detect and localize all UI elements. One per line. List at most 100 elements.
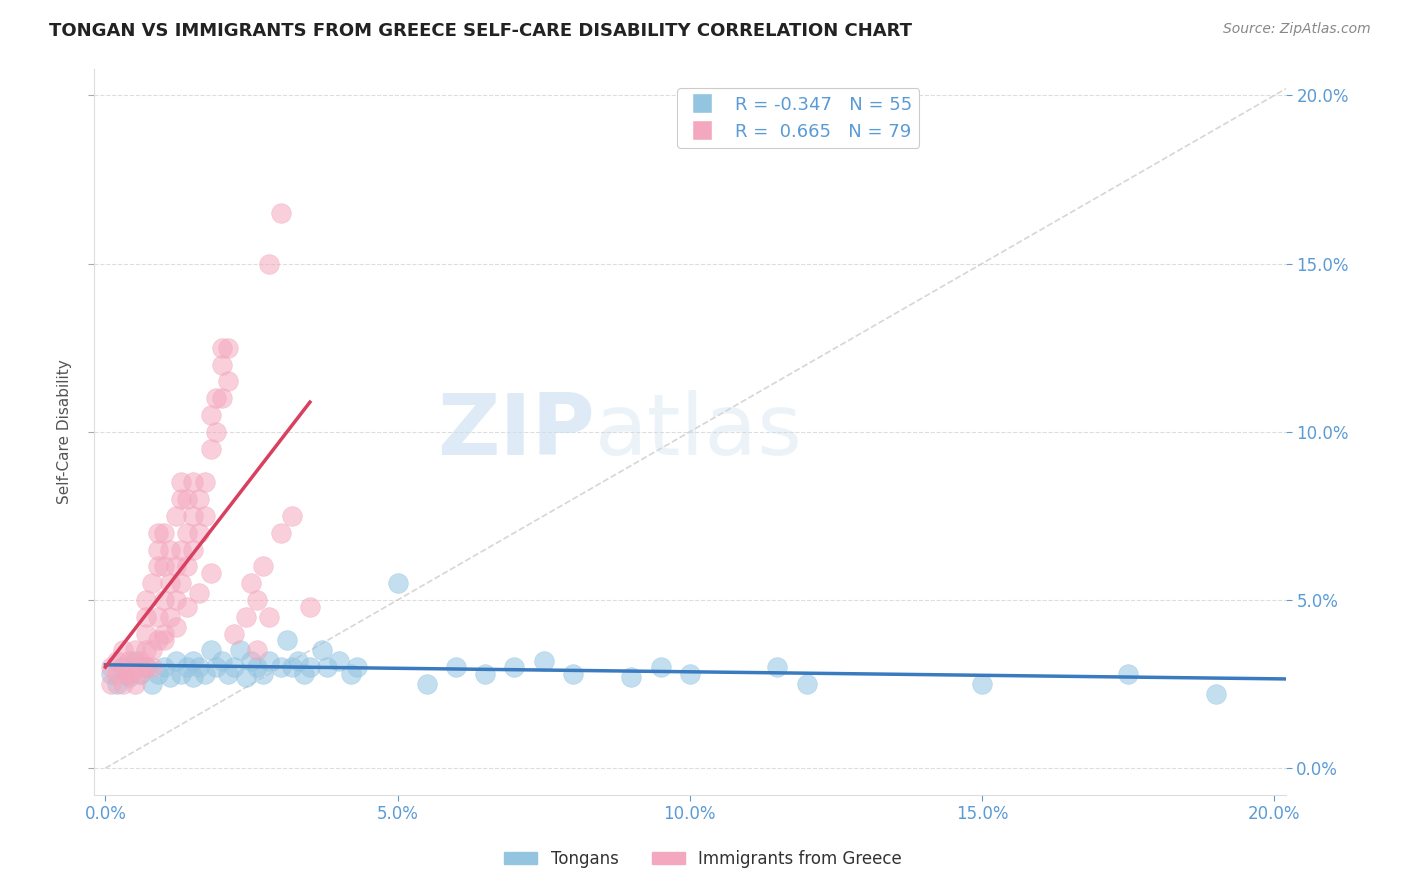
Point	[176, 491, 198, 506]
Point	[533, 653, 555, 667]
Point	[146, 633, 169, 648]
Point	[270, 206, 292, 220]
Point	[205, 425, 228, 439]
Point	[118, 667, 141, 681]
Point	[246, 660, 269, 674]
Point	[222, 660, 245, 674]
Point	[153, 525, 176, 540]
Point	[153, 626, 176, 640]
Point	[270, 525, 292, 540]
Point	[240, 653, 263, 667]
Point	[153, 593, 176, 607]
Point	[346, 660, 368, 674]
Point	[176, 660, 198, 674]
Point	[1116, 667, 1139, 681]
Point	[170, 491, 193, 506]
Point	[766, 660, 789, 674]
Point	[444, 660, 467, 674]
Point	[176, 525, 198, 540]
Point	[252, 667, 274, 681]
Point	[217, 375, 239, 389]
Point	[135, 660, 157, 674]
Point	[135, 643, 157, 657]
Text: atlas: atlas	[595, 391, 803, 474]
Point	[129, 667, 152, 681]
Point	[187, 491, 209, 506]
Point	[105, 667, 128, 681]
Point	[153, 660, 176, 674]
Point	[135, 660, 157, 674]
Point	[194, 475, 217, 490]
Point	[135, 626, 157, 640]
Point	[235, 609, 257, 624]
Point	[276, 633, 298, 648]
Point	[240, 576, 263, 591]
Point	[159, 576, 181, 591]
Point	[561, 667, 583, 681]
Point	[200, 442, 222, 456]
Point	[298, 660, 321, 674]
Point	[165, 559, 187, 574]
Point	[217, 667, 239, 681]
Point	[141, 677, 163, 691]
Point	[129, 667, 152, 681]
Point	[187, 525, 209, 540]
Point	[257, 653, 280, 667]
Point	[176, 559, 198, 574]
Point	[316, 660, 339, 674]
Point	[146, 609, 169, 624]
Point	[100, 667, 122, 681]
Text: ZIP: ZIP	[437, 391, 595, 474]
Point	[229, 643, 252, 657]
Point	[211, 358, 233, 372]
Point	[679, 667, 702, 681]
Point	[165, 653, 187, 667]
Point	[124, 660, 146, 674]
Point	[1205, 687, 1227, 701]
Point	[146, 542, 169, 557]
Point	[217, 341, 239, 355]
Point	[129, 660, 152, 674]
Point	[205, 660, 228, 674]
Point	[118, 670, 141, 684]
Point	[222, 626, 245, 640]
Point	[170, 667, 193, 681]
Point	[118, 653, 141, 667]
Point	[111, 677, 134, 691]
Point	[176, 599, 198, 614]
Point	[235, 670, 257, 684]
Point	[100, 660, 122, 674]
Point	[111, 660, 134, 674]
Point	[105, 677, 128, 691]
Point	[281, 660, 304, 674]
Point	[311, 643, 333, 657]
Point	[170, 542, 193, 557]
Point	[298, 599, 321, 614]
Legend: R = -0.347   N = 55, R =  0.665   N = 79: R = -0.347 N = 55, R = 0.665 N = 79	[676, 88, 920, 148]
Point	[146, 667, 169, 681]
Point	[200, 408, 222, 422]
Point	[970, 677, 993, 691]
Point	[474, 667, 496, 681]
Point	[111, 660, 134, 674]
Point	[165, 508, 187, 523]
Point	[328, 653, 350, 667]
Point	[796, 677, 818, 691]
Point	[211, 653, 233, 667]
Y-axis label: Self-Care Disability: Self-Care Disability	[58, 359, 72, 504]
Point	[170, 475, 193, 490]
Point	[135, 609, 157, 624]
Point	[200, 566, 222, 580]
Point	[165, 593, 187, 607]
Point	[194, 667, 217, 681]
Point	[146, 559, 169, 574]
Point	[129, 653, 152, 667]
Legend: Tongans, Immigrants from Greece: Tongans, Immigrants from Greece	[498, 844, 908, 875]
Point	[181, 542, 204, 557]
Point	[118, 667, 141, 681]
Point	[153, 559, 176, 574]
Point	[270, 660, 292, 674]
Point	[124, 677, 146, 691]
Point	[124, 643, 146, 657]
Point	[105, 653, 128, 667]
